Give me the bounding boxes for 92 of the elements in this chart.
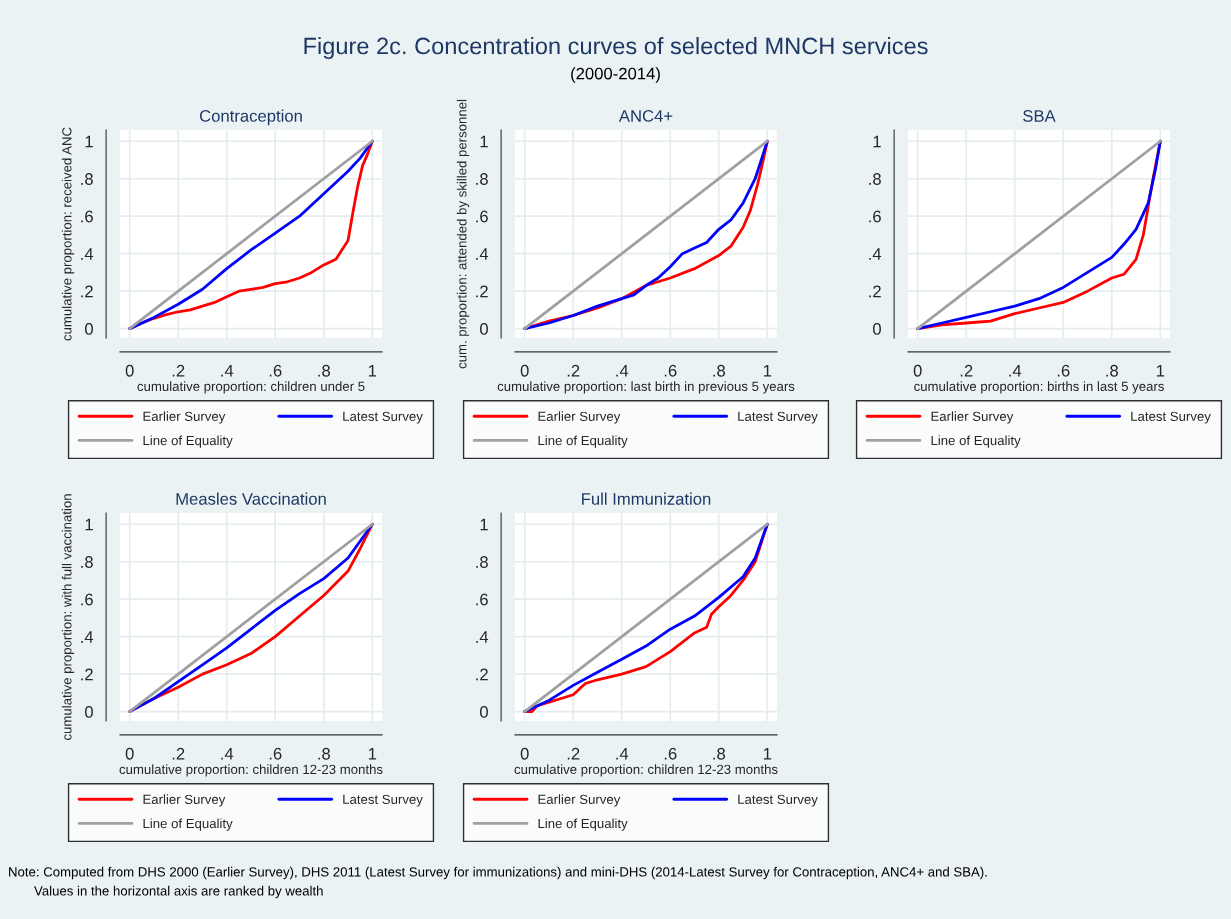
y-tick-label: 0 [479, 323, 488, 335]
x-tick-label: .8 [318, 747, 330, 760]
y-tick-label: .2 [476, 285, 488, 298]
y-tick-label: .8 [476, 173, 488, 185]
chart-title: Measles Vaccination [176, 492, 326, 505]
text: Note: Computed from DHS 2000 (Earlier Survey), DHS 2011 (Latest Survey for immunizations) and mini-DHS (2014-Latest Survey for Contraception, ANC4+ and SBA). [9, 866, 987, 880]
x-tick-label: 0 [125, 747, 134, 760]
x-tick-label: 1 [763, 365, 772, 377]
x-tick-label: .2 [960, 364, 973, 377]
y-tick-label: .2 [81, 285, 93, 298]
x-tick-label: .2 [567, 364, 580, 377]
y-tick-label: 0 [479, 706, 488, 718]
legend-label: Earlier Survey [143, 411, 226, 424]
x-tick-label: .8 [713, 747, 725, 760]
x-tick-label: 0 [520, 747, 529, 760]
y-tick-label: 1 [480, 518, 488, 531]
x-tick-label: .2 [172, 364, 185, 377]
x-tick-label: .6 [269, 364, 282, 377]
x-tick-label: 0 [913, 364, 922, 377]
y-tick-label: .8 [81, 556, 93, 568]
x-tick-label: 1 [368, 748, 377, 760]
y-tick-label: .8 [81, 173, 93, 185]
y-axis-title: cum. proportion: attended by skilled personnel [456, 99, 470, 369]
legend-label: Latest Survey [343, 411, 423, 424]
y-tick-label: 1 [873, 135, 881, 148]
x-axis-title: cumulative proportion: children 12-23 months [514, 764, 778, 777]
x-tick-label: 1 [368, 365, 377, 377]
chart-title: Contraception [199, 109, 302, 126]
y-tick-label: 1 [480, 135, 488, 148]
y-axis-title: cumulative proportion: with full vaccination [61, 494, 75, 741]
legend-label: Earlier Survey [143, 794, 226, 807]
x-tick-label: 1 [1156, 365, 1165, 377]
legend-label: Latest Survey [343, 794, 423, 807]
legend-label: Earlier Survey [538, 794, 621, 807]
y-tick-label: .4 [476, 248, 489, 260]
x-tick-label: .4 [616, 365, 629, 377]
x-tick-label: .2 [172, 747, 185, 760]
y-tick-label: .6 [81, 210, 93, 223]
y-tick-label: .6 [476, 593, 488, 606]
x-tick-label: .2 [567, 747, 580, 760]
x-tick-label: .6 [664, 747, 677, 760]
x-axis-title: cumulative proportion: children under 5 [137, 381, 365, 394]
chart-title: SBA [1023, 110, 1056, 122]
y-tick-label: .2 [81, 668, 93, 681]
y-tick-label: .6 [869, 210, 881, 223]
legend-label: Line of Equality [538, 818, 628, 831]
x-tick-label: .8 [318, 364, 330, 377]
x-axis-title: cumulative proportion: last birth in previous 5 years [497, 381, 795, 394]
y-tick-label: .2 [869, 285, 881, 298]
y-tick-label: .4 [81, 631, 94, 643]
x-tick-label: .4 [221, 748, 234, 760]
x-axis-title: cumulative proportion: births in last 5 years [914, 381, 1164, 394]
y-tick-label: .6 [476, 210, 488, 223]
y-tick-label: .4 [476, 631, 489, 643]
text: Figure 2c. Concentration curves of selected MNCH services [304, 37, 928, 59]
legend-label: Latest Survey [738, 794, 818, 807]
y-tick-label: .6 [81, 593, 93, 606]
x-tick-label: 1 [763, 748, 772, 760]
y-tick-label: .4 [869, 248, 882, 260]
y-tick-label: 1 [85, 518, 93, 531]
x-tick-label: 0 [520, 364, 529, 377]
legend-label: Earlier Survey [931, 411, 1014, 424]
x-tick-label: .8 [713, 364, 725, 377]
y-tick-label: 0 [84, 706, 93, 718]
x-tick-label: .8 [1106, 364, 1118, 377]
x-tick-label: .4 [616, 748, 629, 760]
legend-label: Line of Equality [931, 435, 1021, 448]
legend-label: Line of Equality [538, 435, 628, 448]
y-tick-label: 0 [872, 323, 881, 335]
legend-label: Line of Equality [143, 435, 233, 448]
x-tick-label: .6 [1057, 364, 1070, 377]
y-tick-label: 1 [85, 135, 93, 148]
y-tick-label: .8 [869, 173, 881, 185]
legend-label: Earlier Survey [538, 411, 621, 424]
text: Values in the horizontal axis are ranked by wealth [34, 885, 323, 899]
y-tick-label: 0 [84, 323, 93, 335]
y-tick-label: .8 [476, 556, 488, 568]
x-tick-label: .6 [664, 364, 677, 377]
chart-title: Full Immunization [582, 492, 711, 505]
y-tick-label: .4 [81, 248, 94, 260]
x-tick-label: .6 [269, 747, 282, 760]
legend-label: Latest Survey [1131, 411, 1211, 424]
x-tick-label: .4 [1009, 365, 1022, 377]
chart-title: ANC4+ [618, 110, 673, 122]
y-tick-label: .2 [476, 668, 488, 681]
x-tick-label: .4 [221, 365, 234, 377]
x-tick-label: 0 [125, 364, 134, 377]
text: (2000-2014) [571, 67, 660, 83]
x-axis-title: cumulative proportion: children 12-23 months [119, 764, 383, 777]
y-axis-title: cumulative proportion: received ANC [61, 127, 75, 341]
legend-label: Line of Equality [143, 818, 233, 831]
legend-label: Latest Survey [738, 411, 818, 424]
